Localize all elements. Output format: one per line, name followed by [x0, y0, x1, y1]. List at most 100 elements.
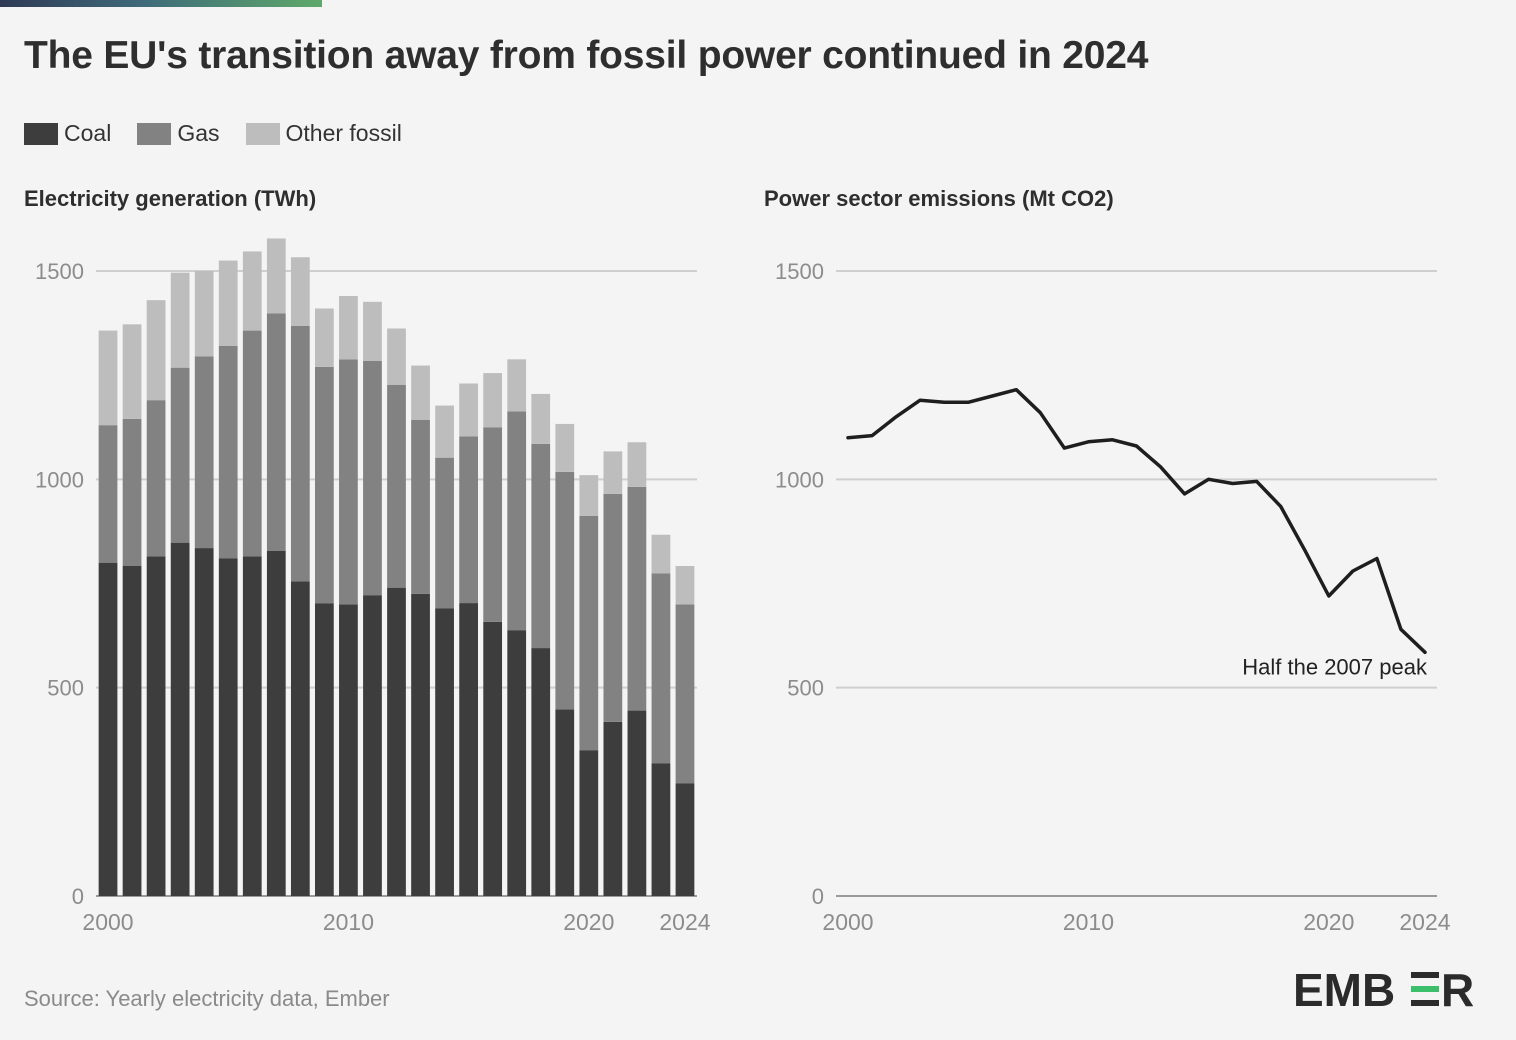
bar-gas-2021	[603, 493, 623, 722]
bar-gas-2017	[507, 411, 527, 631]
bar-gas-2016	[483, 427, 503, 622]
bar-other-fossil-2000	[98, 330, 118, 426]
bar-coal-2008	[290, 581, 310, 896]
ember-logo-e-bar-middle	[1411, 986, 1439, 992]
y-tick-label-0: 0	[812, 884, 824, 909]
bar-coal-2023	[651, 763, 671, 896]
legend-swatch-gas	[137, 122, 172, 145]
generation-panel-title: Electricity generation (TWh)	[24, 186, 317, 211]
ember-logo-text-r: R	[1441, 964, 1473, 1014]
bar-other-fossil-2016	[483, 373, 503, 428]
bar-other-fossil-2014	[435, 405, 454, 458]
bar-other-fossil-2004	[194, 271, 214, 357]
bar-other-fossil-2021	[603, 451, 623, 494]
bar-other-fossil-2003	[170, 272, 190, 368]
bar-other-fossil-2024	[675, 566, 695, 605]
legend-swatch-coal	[24, 122, 58, 145]
bar-other-fossil-2013	[411, 365, 430, 420]
bar-gas-2009	[315, 366, 334, 604]
bar-gas-2011	[363, 361, 382, 596]
bar-coal-2015	[459, 603, 478, 896]
x-tick-label-2010: 2010	[1063, 909, 1114, 935]
legend-item-other-fossil: Other fossil	[245, 120, 402, 147]
bar-other-fossil-2019	[555, 423, 575, 472]
bar-other-fossil-2022	[627, 442, 647, 487]
bar-other-fossil-2015	[459, 383, 478, 437]
bar-coal-2019	[555, 709, 575, 896]
bar-coal-2016	[483, 621, 503, 896]
bar-gas-2004	[194, 356, 214, 549]
bar-coal-2005	[218, 558, 238, 896]
x-tick-label-2010: 2010	[323, 909, 374, 935]
bar-coal-2021	[603, 721, 623, 896]
bar-coal-2001	[122, 566, 142, 896]
bar-coal-2020	[579, 750, 599, 896]
bar-coal-2006	[242, 556, 262, 896]
bar-other-fossil-2018	[531, 393, 551, 444]
y-tick-label-500: 500	[787, 676, 824, 701]
legend-item-gas: Gas	[137, 120, 220, 147]
ember-logo-e-bar-bottom	[1411, 1000, 1439, 1006]
bar-gas-2000	[98, 425, 118, 563]
bar-other-fossil-2009	[315, 308, 334, 367]
ember-logo: EMB R	[1293, 964, 1473, 1014]
bar-coal-2000	[98, 562, 118, 896]
bar-other-fossil-2005	[218, 260, 238, 346]
bar-gas-2018	[531, 443, 551, 649]
bar-gas-2012	[387, 384, 406, 588]
bar-other-fossil-2012	[387, 328, 406, 385]
top-accent-rule	[0, 0, 322, 7]
x-tick-label-2024: 2024	[659, 909, 710, 935]
ember-logo-e-bar-top	[1411, 972, 1439, 978]
bar-coal-2010	[339, 604, 358, 896]
bar-other-fossil-2007	[266, 238, 286, 314]
bar-coal-2003	[170, 542, 190, 896]
bar-coal-2018	[531, 648, 551, 896]
bar-other-fossil-2023	[651, 534, 671, 574]
bar-other-fossil-2002	[146, 300, 166, 401]
bar-other-fossil-2020	[579, 475, 599, 516]
x-tick-label-2000: 2000	[82, 909, 133, 935]
y-tick-label-1000: 1000	[775, 467, 824, 492]
bar-coal-2014	[435, 608, 454, 896]
bar-gas-2020	[579, 516, 599, 751]
bar-coal-2002	[146, 556, 166, 896]
emissions-line	[846, 387, 1427, 655]
bar-gas-2002	[146, 400, 166, 557]
bar-coal-2007	[266, 551, 286, 896]
bar-gas-2024	[675, 604, 695, 784]
annotation-half-2007-peak: Half the 2007 peak	[1242, 654, 1428, 679]
bar-gas-2003	[170, 367, 190, 543]
x-tick-label-2000: 2000	[822, 909, 873, 935]
legend-label-coal: Coal	[64, 120, 112, 146]
bar-coal-2024	[675, 783, 695, 896]
bar-gas-2007	[266, 313, 286, 551]
bar-coal-2009	[315, 603, 334, 896]
bar-coal-2013	[411, 593, 430, 896]
y-tick-label-1000: 1000	[35, 467, 84, 492]
bar-other-fossil-2008	[290, 257, 310, 326]
x-tick-label-2020: 2020	[563, 909, 614, 935]
bar-gas-2014	[435, 457, 454, 609]
chart-title: The EU's transition away from fossil pow…	[24, 34, 1149, 77]
x-tick-label-2020: 2020	[1303, 909, 1354, 935]
bar-other-fossil-2010	[339, 296, 358, 360]
bar-other-fossil-2011	[363, 301, 382, 361]
bar-other-fossil-2006	[242, 251, 262, 331]
y-tick-label-500: 500	[47, 676, 84, 701]
bar-coal-2004	[194, 548, 214, 896]
x-tick-label-2024: 2024	[1399, 909, 1450, 935]
bar-gas-2022	[627, 486, 647, 711]
legend-label-gas: Gas	[177, 120, 220, 146]
bar-gas-2015	[459, 436, 478, 604]
legend: Coal Gas Other fossil	[24, 120, 428, 147]
bar-gas-2019	[555, 471, 575, 710]
emissions-panel-title: Power sector emissions (Mt CO2)	[764, 186, 1114, 211]
bar-coal-2011	[363, 595, 382, 896]
bar-gas-2023	[651, 573, 671, 764]
bar-gas-2013	[411, 419, 430, 594]
legend-swatch-other-fossil	[245, 122, 280, 145]
bar-gas-2008	[290, 326, 310, 582]
source-note: Source: Yearly electricity data, Ember	[24, 986, 390, 1011]
